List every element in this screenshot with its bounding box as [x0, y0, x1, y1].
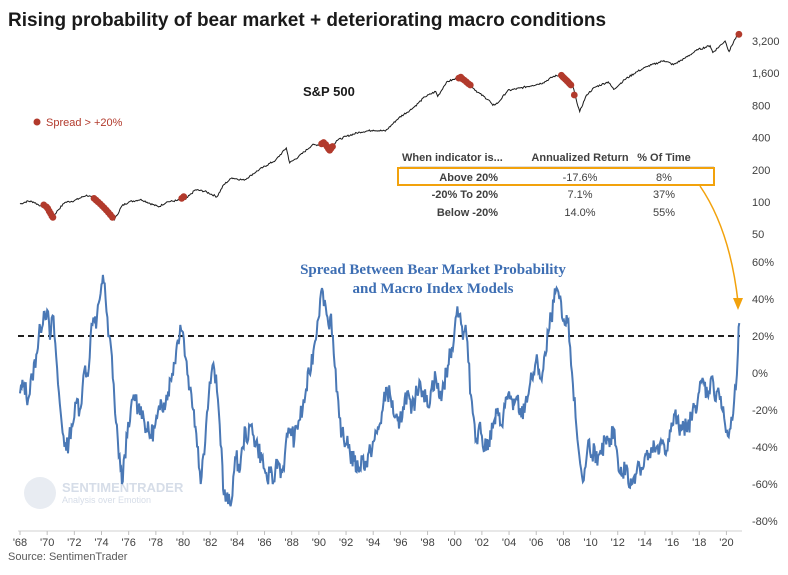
sp500-line: [19, 33, 739, 221]
table-row-return: 7.1%: [567, 189, 592, 201]
spread-title-line-2: and Macro Index Models: [353, 281, 514, 297]
spread-above-20-dot: [735, 30, 743, 38]
spread-panel: 60% 40% 20% 0% -20% -40% -60% -80% Spread Betwe…: [18, 257, 778, 528]
table-header-condition: When indicator is...: [402, 152, 503, 164]
spread-y-tick-label: 60%: [752, 257, 774, 269]
x-tick-label: '86: [257, 537, 271, 549]
table-row-return: 14.0%: [564, 207, 595, 219]
x-tick-label: '82: [203, 537, 217, 549]
table-row-label: Below -20%: [437, 207, 498, 219]
x-tick-label: '92: [339, 537, 353, 549]
x-axis: '68 '70 '72 '74 '76 '78 '80 '82 '84 '86 '88 '90 '92 '…: [13, 530, 742, 549]
x-tick-label: '68: [13, 537, 27, 549]
table-highlight-box: [397, 167, 715, 186]
table-header-return: Annualized Return: [531, 152, 628, 164]
sp500-label: S&P 500: [303, 84, 355, 99]
source-note: Source: SentimenTrader: [8, 551, 128, 563]
watermark-name: SENTIMENTRADER: [62, 480, 184, 495]
x-tick-label: '80: [176, 537, 190, 549]
table-row-label: -20% To 20%: [432, 189, 499, 201]
x-tick-label: '00: [448, 537, 462, 549]
spread-line: [19, 274, 741, 507]
x-tick-label: '02: [475, 537, 489, 549]
table-row: -20% To 20% 7.1% 37%: [432, 189, 676, 201]
table-row: Above 20% -17.6% 8%: [439, 172, 672, 184]
sp500-y-axis: 3,200 1,600 800 400 200 100 50: [752, 36, 780, 241]
x-tick-label: '06: [529, 537, 543, 549]
spread-above-20-dot: [466, 81, 474, 89]
x-tick-label: '90: [312, 537, 326, 549]
highlight-arrow: [699, 185, 743, 310]
table-row: Below -20% 14.0% 55%: [437, 207, 675, 219]
x-axis-ticks: '68 '70 '72 '74 '76 '78 '80 '82 '84 '86 '88 '90 '92 '…: [13, 531, 734, 549]
x-tick-label: '16: [665, 537, 679, 549]
x-tick-label: '94: [366, 537, 380, 549]
spread-y-axis: 60% 40% 20% 0% -20% -40% -60% -80%: [752, 257, 778, 528]
spread-above-20-dot: [329, 143, 336, 150]
arrow-line: [699, 185, 739, 303]
sp500-y-tick-label: 3,200: [752, 36, 780, 48]
x-tick-label: '14: [638, 537, 652, 549]
stats-table: When indicator is... Annualized Return %…: [397, 152, 715, 219]
x-tick-label: '18: [692, 537, 706, 549]
spread-above-20-marks: [40, 30, 743, 221]
x-tick-label: '84: [230, 537, 244, 549]
spread-above-20-dot: [567, 81, 575, 89]
x-tick-label: '88: [285, 537, 299, 549]
watermark-icon: [24, 477, 56, 509]
legend: Spread > +20%: [33, 117, 123, 129]
sp500-y-tick-label: 400: [752, 133, 770, 145]
x-tick-label: '70: [40, 537, 54, 549]
table-row-time: 37%: [653, 189, 675, 201]
table-header-time: % Of Time: [637, 152, 691, 164]
table-row-label: Above 20%: [439, 172, 498, 184]
sp500-panel: 3,200 1,600 800 400 200 100 50 S&P 500 Spread …: [19, 30, 780, 241]
x-tick-label: '12: [611, 537, 625, 549]
x-tick-label: '72: [67, 537, 81, 549]
x-tick-label: '78: [149, 537, 163, 549]
watermark-tagline: Analysis over Emotion: [62, 495, 151, 505]
x-tick-label: '98: [420, 537, 434, 549]
sp500-y-tick-label: 200: [752, 165, 770, 177]
x-tick-label: '08: [556, 537, 570, 549]
spread-y-tick-label: -40%: [752, 442, 778, 454]
legend-label: Spread > +20%: [46, 117, 123, 129]
watermark-logo: SENTIMENTRADER Analysis over Emotion: [24, 477, 184, 509]
chart-title: Rising probability of bear market + dete…: [8, 10, 606, 31]
table-row-time: 8%: [656, 172, 672, 184]
spread-above-20-dot: [180, 193, 188, 201]
x-tick-label: '96: [393, 537, 407, 549]
sp500-y-tick-label: 800: [752, 100, 770, 112]
spread-y-tick-label: -20%: [752, 405, 778, 417]
spread-y-tick-label: -60%: [752, 479, 778, 491]
spread-y-tick-label: 20%: [752, 331, 774, 343]
x-tick-label: '76: [122, 537, 136, 549]
table-row-return: -17.6%: [563, 172, 598, 184]
sp500-y-tick-label: 1,600: [752, 68, 780, 80]
spread-y-tick-label: -80%: [752, 516, 778, 528]
spread-title-line-1: Spread Between Bear Market Probability: [300, 262, 566, 278]
sp500-y-tick-label: 100: [752, 197, 770, 209]
arrow-head: [733, 298, 743, 310]
spread-above-20-dot: [109, 213, 116, 221]
sp500-y-tick-label: 50: [752, 229, 764, 241]
x-tick-label: '74: [94, 537, 108, 549]
spread-y-tick-label: 40%: [752, 294, 774, 306]
spread-y-tick-label: 0%: [752, 368, 768, 380]
table-row-time: 55%: [653, 207, 675, 219]
x-tick-label: '20: [719, 537, 733, 549]
spread-above-20-dot: [570, 91, 578, 99]
legend-marker: [33, 118, 41, 126]
x-tick-label: '04: [502, 537, 516, 549]
spread-above-20-dot: [49, 213, 57, 221]
x-tick-label: '10: [583, 537, 597, 549]
